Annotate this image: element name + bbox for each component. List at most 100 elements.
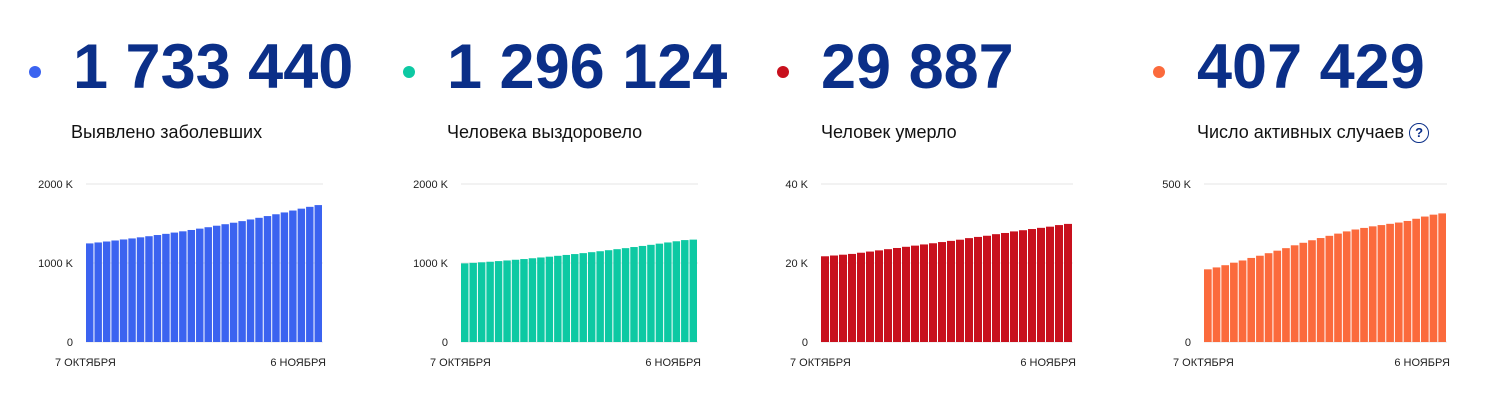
- bar: [830, 255, 838, 342]
- bar: [929, 243, 937, 342]
- y-tick-label: 2000 K: [38, 179, 74, 191]
- bar: [289, 210, 297, 342]
- bar: [1377, 225, 1386, 342]
- bar: [545, 256, 554, 342]
- bar: [511, 259, 520, 342]
- bar: [893, 247, 901, 342]
- bar: [212, 225, 221, 342]
- bar: [86, 243, 94, 342]
- bar: [554, 255, 562, 342]
- bar: [1325, 235, 1334, 342]
- bar: [1360, 227, 1368, 342]
- bar: [1238, 260, 1247, 342]
- y-tick-label: 500 K: [1162, 179, 1191, 191]
- bar: [263, 216, 272, 342]
- bar: [947, 240, 955, 342]
- recovered-legend-dot: [403, 66, 415, 78]
- bar: [280, 212, 289, 342]
- bar: [1351, 229, 1360, 342]
- bar: [839, 254, 847, 342]
- deaths-chart: 0 20 K 40 K 7 ОКТЯБРЯ 6 НОЯБРЯ: [785, 179, 1076, 369]
- recovered-chart: 0 1000 K 2000 K 7 ОКТЯБРЯ 6 НОЯБРЯ: [413, 179, 701, 369]
- deaths-label: Человек умерло: [821, 122, 957, 142]
- bar: [579, 253, 587, 343]
- bar: [1264, 253, 1273, 342]
- bar: [587, 252, 596, 342]
- cases-label: Выявлено заболевших: [71, 122, 263, 142]
- bar: [621, 248, 630, 342]
- bar: [983, 235, 991, 342]
- y-tick-label: 0: [802, 337, 808, 349]
- bar: [179, 231, 187, 342]
- bar: [537, 257, 545, 342]
- bar: [1368, 226, 1377, 342]
- bar: [204, 227, 212, 342]
- active-count: 407 429: [1197, 32, 1425, 102]
- bar: [1028, 229, 1036, 342]
- bar: [102, 241, 111, 342]
- bar: [647, 244, 655, 342]
- bar: [965, 238, 973, 342]
- y-tick-label: 1000 K: [38, 258, 74, 270]
- bar: [866, 251, 874, 342]
- y-tick-label: 0: [442, 337, 448, 349]
- bar: [1247, 257, 1256, 342]
- deaths-count: 29 887: [821, 32, 1014, 102]
- cases-count: 1 733 440: [73, 32, 354, 102]
- bar: [848, 253, 856, 342]
- bar: [1290, 245, 1299, 342]
- bar: [1001, 232, 1009, 342]
- bar: [272, 214, 280, 342]
- bar: [1064, 223, 1072, 342]
- bar: [992, 234, 1000, 342]
- bar: [638, 245, 647, 342]
- bar: [145, 236, 153, 342]
- bar: [1282, 248, 1290, 342]
- bar: [884, 249, 892, 342]
- bar: [672, 241, 681, 342]
- bar: [94, 242, 102, 342]
- bar: [221, 224, 229, 342]
- bar: [1299, 242, 1308, 342]
- stat-panel-active: 407 429 Число активных случаев? 0 500 K 7 …: [1122, 0, 1494, 407]
- bar: [1316, 238, 1325, 342]
- bar: [1429, 214, 1438, 342]
- x-end-label: 6 НОЯБРЯ: [645, 357, 701, 369]
- bar: [306, 206, 314, 342]
- bar: [1037, 227, 1045, 342]
- bar: [920, 244, 928, 342]
- y-tick-label: 20 K: [785, 258, 808, 270]
- bar: [655, 243, 664, 342]
- x-end-label: 6 НОЯБРЯ: [1020, 357, 1076, 369]
- bar: [1221, 265, 1230, 342]
- bar: [528, 258, 537, 342]
- bar: [486, 261, 494, 342]
- cases-legend-dot: [29, 66, 41, 78]
- active-label-text: Число активных случаев: [1197, 122, 1405, 142]
- help-icon[interactable]: ?: [1409, 123, 1430, 143]
- cases-chart: 0 1000 K 2000 K 7 ОКТЯБРЯ 6 НОЯБРЯ: [38, 179, 326, 369]
- bar: [857, 252, 865, 342]
- bar: [630, 247, 638, 342]
- bar: [314, 205, 322, 342]
- bar: [974, 236, 982, 342]
- bar: [503, 260, 511, 342]
- bar: [170, 232, 179, 342]
- bar: [1342, 231, 1351, 342]
- bar: [562, 254, 571, 342]
- bar: [229, 222, 238, 342]
- bar: [613, 249, 621, 342]
- bar: [128, 238, 136, 342]
- bar: [153, 235, 162, 342]
- bar: [1010, 231, 1018, 342]
- y-tick-label: 0: [67, 337, 73, 349]
- bar: [297, 208, 306, 342]
- x-end-label: 6 НОЯБРЯ: [1394, 357, 1450, 369]
- bar: [1386, 223, 1394, 342]
- bar: [246, 219, 255, 342]
- bar: [477, 262, 486, 342]
- bar: [875, 250, 883, 342]
- bar: [571, 254, 579, 342]
- stat-panel-deaths: 29 887 Человек умерло 0 20 K 40 K 7 ОКТЯБРЯ…: [748, 0, 1121, 407]
- bar: [821, 256, 829, 342]
